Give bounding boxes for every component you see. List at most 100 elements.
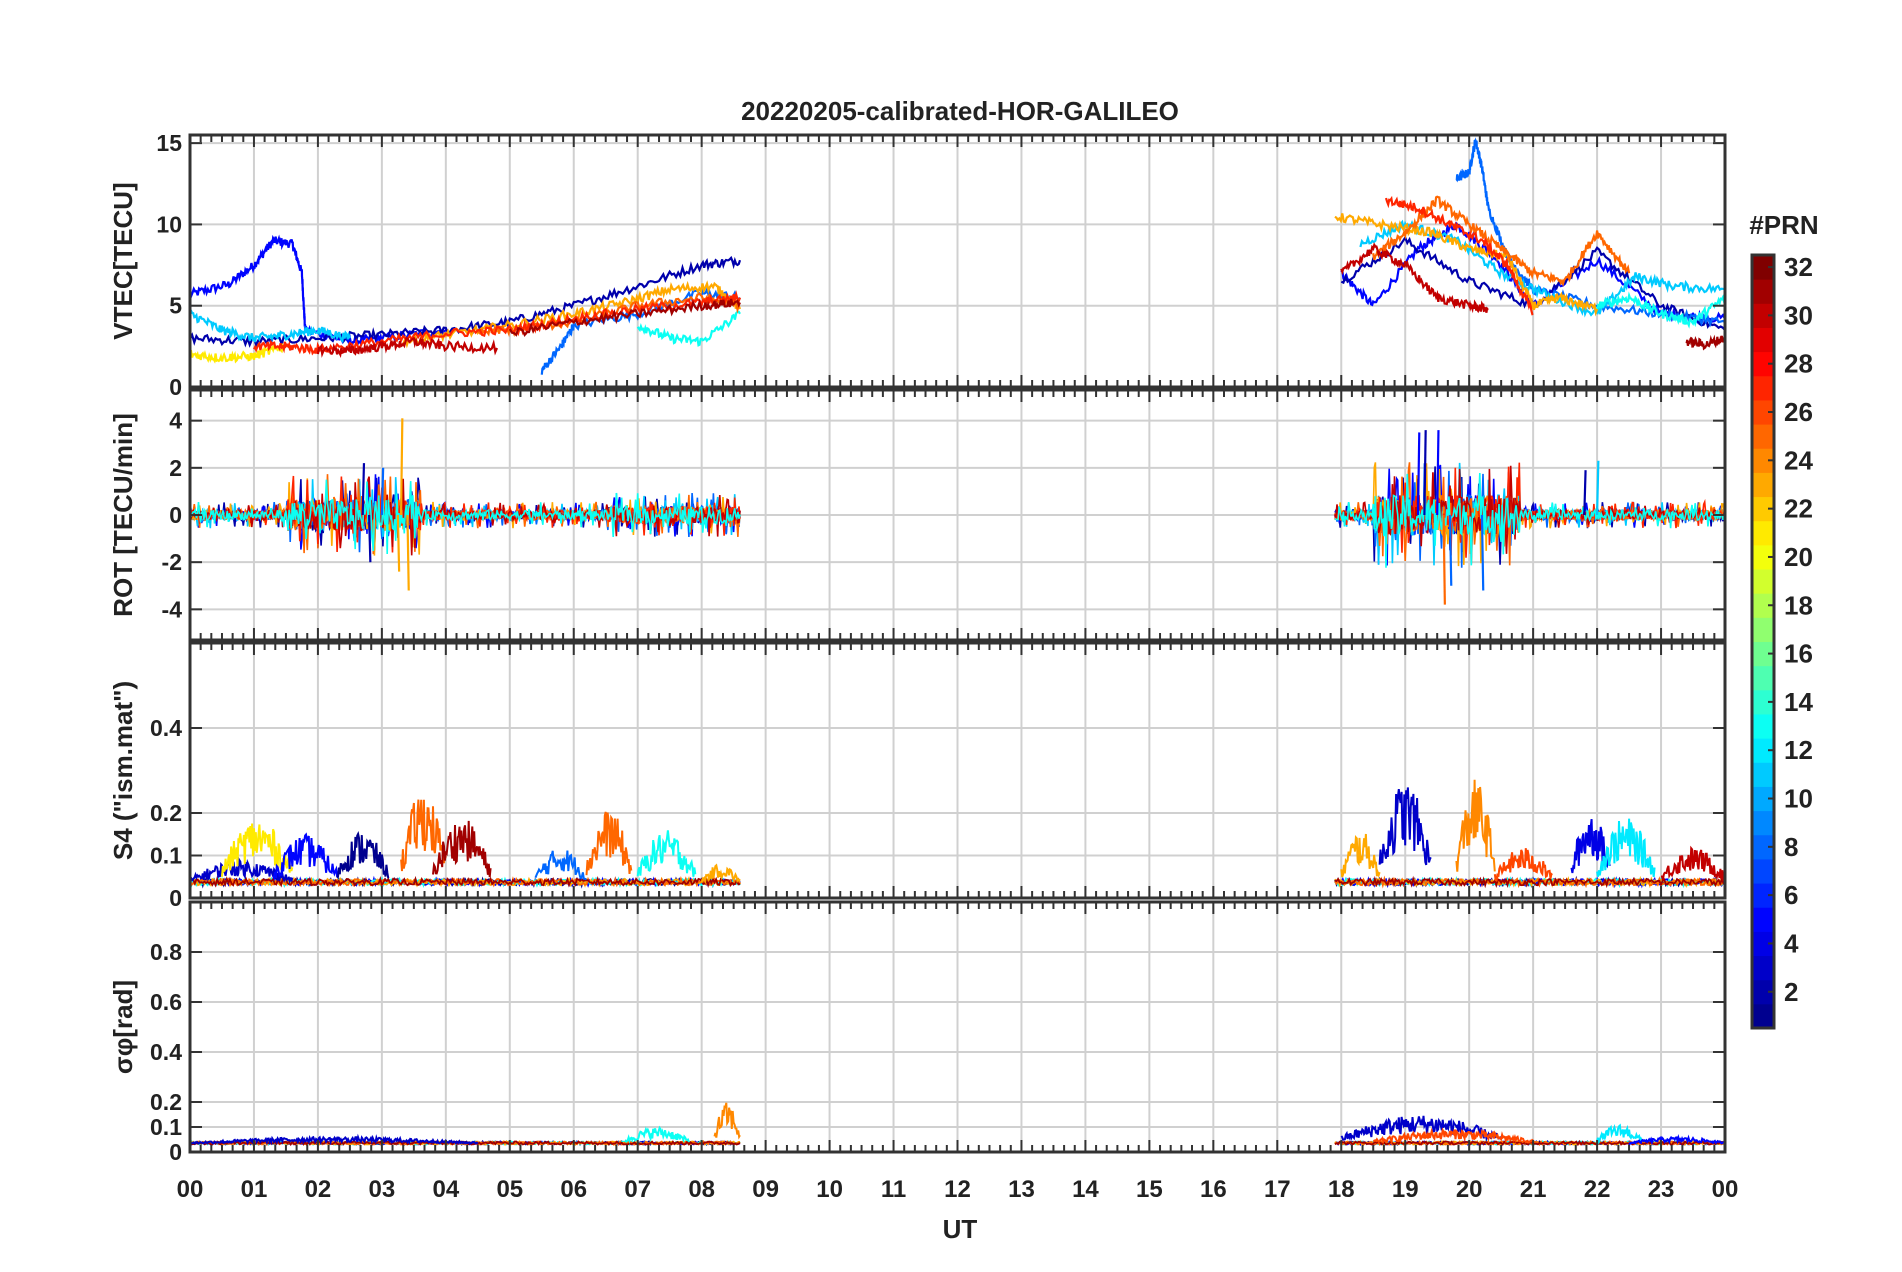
y-axis-label-sigma_phi: σφ[rad]: [108, 980, 138, 1074]
y-tick-label: -4: [162, 596, 183, 622]
s4-burst-prn-24: [1455, 779, 1496, 872]
x-tick-label: 17: [1264, 1176, 1291, 1203]
colorbar-swatch: [1752, 303, 1774, 328]
x-tick-label: 09: [752, 1176, 779, 1203]
s4-burst-prn-31: [432, 820, 492, 878]
rot-spike: [396, 514, 401, 572]
x-tick-label: 04: [432, 1176, 459, 1203]
colorbar-swatch: [1752, 279, 1774, 304]
x-tick-label: 10: [816, 1176, 843, 1203]
colorbar-tick-label: 26: [1784, 397, 1813, 427]
colorbar-swatch: [1752, 834, 1774, 860]
panel-s4-traces: [190, 779, 1725, 889]
panel-rot-xticks: [189, 390, 1726, 640]
x-tick-labels: 00 01 02 03 04 05 06 07 08 09 10 11 12 13 14 15 16 17 18 19…: [177, 1176, 1739, 1203]
x-tick-label: 15: [1136, 1176, 1163, 1203]
rot-trace-prn-13: [1334, 472, 1725, 568]
x-tick-label: 00: [1712, 1176, 1739, 1203]
s4-burst-prn-23: [700, 863, 741, 885]
s4-burst-prn-25: [400, 799, 447, 872]
colorbar-tick-label: 30: [1784, 300, 1813, 330]
rot-spike: [361, 463, 366, 516]
rot-spike: [1448, 514, 1453, 586]
chart-title: 20220205-calibrated-HOR-GALILEO: [741, 96, 1179, 126]
colorbar-tick-label: 22: [1784, 494, 1813, 524]
colorbar-tick-label: 2: [1784, 977, 1798, 1007]
rot-spike: [1416, 432, 1421, 516]
colorbar-swatch: [1752, 520, 1774, 546]
colorbar-swatch: [1752, 593, 1774, 618]
colorbar-frame: [1750, 253, 1776, 1030]
y-tick-label: 0.2: [150, 1089, 182, 1115]
y-tick-label: -2: [162, 549, 182, 575]
s4-burst-prn-25: [585, 811, 633, 876]
colorbar-tick-label: 12: [1784, 735, 1813, 765]
y-tick-label: 5: [169, 293, 182, 319]
x-tick-label: 14: [1072, 1176, 1099, 1203]
x-tick-label: 13: [1008, 1176, 1035, 1203]
y-tick-label: 0.2: [150, 800, 182, 826]
panel-s4: 0 0.1 0.2 0.4 S4 ("ism.mat"): [108, 641, 1727, 911]
sigma_phi-burst-prn-5: [1628, 1133, 1725, 1146]
x-tick-label: 03: [369, 1176, 396, 1203]
y-tick-label: 10: [156, 211, 182, 237]
s4-burst-prn-4: [1570, 818, 1611, 874]
colorbar-tick-label: 4: [1784, 928, 1799, 958]
vtec-trace-prn-31: [1685, 334, 1725, 351]
s4-burst-prn-12: [1596, 818, 1656, 878]
s4-burst-prn-23: [1340, 833, 1381, 879]
vtec-trace-prn-21: [190, 340, 287, 364]
colorbar-tick-label: 18: [1784, 590, 1813, 620]
sigma_phi-burst-prn-12: [1596, 1123, 1643, 1145]
vtec-trace-prn-31: [508, 298, 741, 338]
colorbar-tick-label: 20: [1784, 542, 1813, 572]
colorbar-swatch: [1752, 641, 1774, 667]
colorbar-tick-label: 32: [1784, 252, 1813, 282]
s4-burst-prn-30: [1660, 845, 1725, 882]
x-tick-label: 12: [944, 1176, 971, 1203]
colorbar-tick-label: 24: [1784, 445, 1813, 475]
colorbar-swatch: [1752, 472, 1774, 498]
colorbar-label: #PRN: [1749, 210, 1818, 240]
rot-spike: [380, 467, 385, 516]
colorbar-swatch: [1752, 496, 1774, 522]
rot-spike: [399, 418, 404, 516]
vtec-trace-prn-5: [1340, 221, 1725, 325]
vtec-trace-prn-13: [636, 310, 741, 347]
colorbar-swatch: [1752, 351, 1774, 377]
colorbar-swatch: [1752, 931, 1774, 957]
sigma_phi-burst-prn-13: [624, 1125, 690, 1144]
x-tick-label: 20: [1456, 1176, 1483, 1203]
panel-sigma_phi: 00.10.2 0.4 0.6 0.8 σφ[rad]: [108, 900, 1727, 1165]
x-tick-label: 02: [305, 1176, 332, 1203]
vtec-trace-prn-11: [190, 309, 351, 344]
colorbar-swatch: [1752, 907, 1774, 932]
sigma_phi-burst-prn-26: [1372, 1127, 1534, 1146]
panel-s4-xticks: [189, 643, 1726, 898]
panel-rot: -4 -2 0 2 4 ROT [TECU/min]: [108, 388, 1727, 642]
colorbar-swatch: [1752, 738, 1774, 763]
y-tick-label: 0.1: [150, 1114, 182, 1140]
vtec-trace-prn-13: [1596, 291, 1725, 329]
rot-trace-prn-13: [190, 479, 741, 555]
y-tick-label: 0: [169, 1139, 182, 1165]
x-tick-label: 01: [241, 1176, 268, 1203]
x-tick-label: 05: [496, 1176, 523, 1203]
panel-sigma_phi-xticks: [189, 902, 1726, 1152]
colorbar-swatch: [1752, 569, 1774, 594]
colorbar-swatch: [1752, 1003, 1774, 1029]
colorbar-swatch: [1752, 858, 1774, 884]
s4-burst-prn-21: [221, 823, 294, 877]
vtec-trace-prn-5: [190, 234, 447, 349]
y-tick-label: 0: [169, 885, 182, 911]
s4-baseline-prn-31: [190, 875, 741, 888]
rot-spike: [367, 514, 372, 563]
s4-baseline-prn-31: [1334, 875, 1725, 889]
colorbar-swatch: [1752, 883, 1774, 908]
vtec-trace-prn-30: [316, 336, 499, 359]
sigma_phi-burst-prn-3: [1340, 1115, 1502, 1143]
colorbar-swatch: [1752, 786, 1774, 812]
colorbar-tick-label: 8: [1784, 832, 1798, 862]
